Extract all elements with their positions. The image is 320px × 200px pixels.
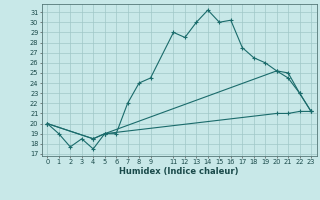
X-axis label: Humidex (Indice chaleur): Humidex (Indice chaleur) [119, 167, 239, 176]
